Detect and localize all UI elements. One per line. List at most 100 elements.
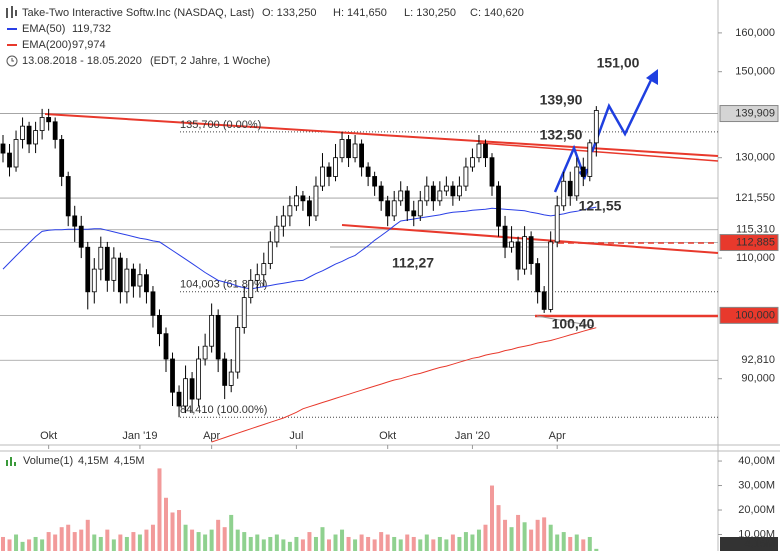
volume-bar: [353, 539, 358, 551]
candle-body: [261, 263, 267, 276]
candle-body: [33, 130, 38, 145]
ema-line: [211, 327, 597, 443]
candle-body: [241, 297, 247, 328]
volume-bar: [372, 539, 377, 551]
candle-body: [150, 291, 156, 316]
candle-body: [124, 268, 130, 293]
volume-bar: [535, 519, 540, 551]
fib-label: 84,410 (100.00%): [180, 404, 267, 416]
candle-body: [280, 215, 286, 227]
candle-body: [267, 241, 273, 264]
candle-body: [535, 263, 541, 293]
candle-body: [215, 314, 221, 360]
candle-body: [13, 139, 19, 168]
candle-body: [470, 157, 475, 168]
price-box: [719, 105, 779, 123]
volume-bar: [111, 539, 116, 551]
icon: [6, 460, 8, 466]
volume-legend-value: 4,15M: [114, 455, 145, 467]
volume-tick-label: 30,00M: [738, 479, 775, 491]
volume-bar: [118, 534, 123, 551]
legend-label: EMA(200): [22, 39, 72, 51]
volume-bar: [7, 539, 12, 551]
header: Take-Two Interactive Softw.Inc (NASDAQ, …: [6, 6, 524, 67]
volume-bar: [14, 534, 19, 551]
volume-bar: [437, 536, 442, 551]
volume-legend-name: Volume(1): [23, 455, 73, 467]
price-label: 115,310: [736, 224, 775, 236]
candle-body: [111, 257, 117, 281]
volume-bar: [157, 468, 162, 551]
candle-body: [561, 180, 567, 207]
candle-body: [248, 279, 254, 299]
volume-bar: [496, 505, 501, 551]
volume-bar: [470, 534, 475, 551]
candle-body: [509, 241, 514, 248]
volume-bar: [490, 485, 494, 551]
annotation: 112,27: [392, 255, 434, 271]
volume-bar: [333, 534, 338, 551]
icon: [14, 462, 16, 466]
volume-bar: [509, 527, 514, 551]
volume-bar: [144, 529, 149, 551]
candle-body: [196, 358, 202, 400]
candle-body: [46, 117, 52, 123]
candle-body: [339, 139, 345, 159]
candle-body: [391, 200, 397, 217]
candle-body: [183, 378, 188, 407]
volume-bar: [274, 534, 279, 551]
volume-bar: [27, 539, 32, 551]
chart-title: Take-Two Interactive Softw.Inc (NASDAQ, …: [22, 7, 254, 19]
volume-bar: [587, 536, 592, 551]
volume-bar: [424, 534, 429, 551]
candle-body: [117, 257, 123, 293]
candle-body: [65, 176, 71, 217]
volume-bar: [300, 539, 305, 551]
candle-body: [209, 314, 215, 347]
candle-body: [39, 117, 45, 131]
candle-body: [489, 157, 495, 187]
volume-bar: [346, 536, 351, 551]
x-tick-label: Jan '19: [122, 430, 157, 442]
volume-box: [720, 537, 778, 551]
candle-body: [352, 143, 358, 159]
volume-bar: [150, 524, 155, 551]
price-label: 112,885: [736, 236, 775, 248]
candle-body: [522, 236, 527, 270]
y-tick-label: 130,000: [735, 152, 775, 164]
volume-bar: [40, 539, 45, 551]
volume-bar: [450, 534, 455, 551]
volume-bar: [366, 536, 371, 551]
price-box: [719, 306, 779, 324]
trend-line: [479, 142, 719, 162]
level-line: [536, 315, 595, 327]
volume-bar: [287, 541, 292, 551]
volume-bar: [53, 534, 58, 551]
candle-body: [254, 274, 260, 281]
volume-legend-value: 4,15M: [78, 455, 109, 467]
volume-bar: [392, 536, 397, 551]
candle-body: [587, 142, 593, 177]
candle-body: [137, 274, 143, 287]
volume-bar: [522, 522, 527, 551]
volume-bar: [568, 536, 573, 551]
volume-bar: [216, 519, 221, 551]
candle-body: [222, 358, 228, 386]
volume-bar: [307, 532, 312, 551]
volume-bar: [164, 497, 168, 551]
volume-bar: [72, 532, 77, 551]
candle-body: [144, 274, 149, 293]
trend-line: [44, 113, 719, 157]
volume-tick-label: 40,00M: [738, 455, 775, 467]
volume-bar: [33, 536, 38, 551]
volume-bar: [229, 514, 234, 551]
volume-bar: [483, 524, 488, 551]
volume-bar: [320, 527, 325, 551]
volume-bar: [20, 541, 25, 551]
volume-tick-label: 20,00M: [738, 504, 775, 516]
icon: [6, 8, 8, 18]
volume-bar: [124, 536, 129, 551]
x-tick-label: Okt: [40, 430, 57, 442]
candle-body: [424, 185, 430, 202]
